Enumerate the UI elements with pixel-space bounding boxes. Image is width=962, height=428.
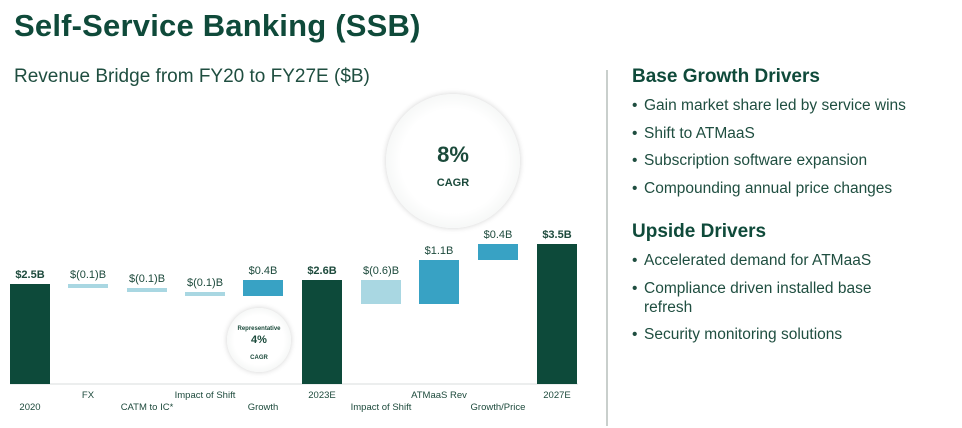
category-label: Impact of Shift — [351, 402, 412, 413]
waterfall-chart: $2.5B 2020 $(0.1)B FX $(0.1)B CATM to IC* $(0.… — [10, 229, 578, 413]
category-label: 2020 — [19, 402, 40, 413]
waterfall-bar — [361, 280, 401, 304]
list-item: Security monitoring solutions — [632, 325, 952, 344]
list-item: Compliance driven installed base refresh — [632, 279, 874, 317]
bar-value-label: $2.5B — [15, 269, 44, 281]
bar-value-label: $2.6B — [307, 265, 336, 277]
list-item: Subscription software expansion — [632, 151, 952, 170]
upside-drivers: Upside Drivers Accelerated demand for AT… — [632, 221, 952, 353]
bar-value-label: $1.1B — [425, 245, 454, 257]
waterfall-bar — [537, 244, 577, 384]
category-label: Growth/Price — [471, 402, 526, 413]
vertical-divider — [606, 70, 608, 426]
category-label: ATMaaS Rev — [411, 390, 467, 401]
category-label: 2027E — [543, 390, 570, 401]
cagr-bubble-representative: Representative 4% CAGR — [227, 308, 291, 372]
category-label: Growth — [248, 402, 279, 413]
waterfall-bar — [68, 284, 108, 288]
cagr-rep-caption: Representative — [237, 326, 281, 332]
waterfall-bar — [243, 280, 283, 296]
list-item: Accelerated demand for ATMaaS — [632, 251, 952, 270]
bar-value-label: $(0.1)B — [70, 269, 106, 281]
waterfall-bar — [302, 280, 342, 384]
bar-value-label: $3.5B — [542, 229, 571, 241]
cagr-main-value: 8% — [437, 142, 469, 167]
waterfall-bar — [127, 288, 167, 292]
upside-drivers-list: Accelerated demand for ATMaaS Compliance… — [632, 251, 952, 344]
bar-value-label: $0.4B — [484, 229, 513, 241]
base-growth-drivers: Base Growth Drivers Gain market share le… — [632, 66, 952, 206]
base-drivers-heading: Base Growth Drivers — [632, 66, 820, 87]
upside-drivers-heading: Upside Drivers — [632, 221, 767, 242]
list-item: Gain market share led by service wins — [632, 96, 952, 115]
category-label: 2023E — [308, 390, 335, 401]
cagr-main-label: CAGR — [436, 177, 470, 189]
bar-value-label: $(0.1)B — [187, 277, 223, 289]
base-drivers-list: Gain market share led by service wins Sh… — [632, 96, 952, 198]
bar-value-label: $0.4B — [249, 265, 278, 277]
bar-value-label: $(0.6)B — [363, 265, 399, 277]
waterfall-bar — [478, 244, 518, 260]
page-title: Self-Service Banking (SSB) — [14, 8, 421, 43]
cagr-rep-value: 4% — [251, 334, 267, 346]
waterfall-bar — [185, 292, 225, 296]
waterfall-bar — [10, 284, 50, 384]
cagr-bubble-main: 8% CAGR — [386, 94, 520, 228]
category-label: Impact of Shift — [175, 390, 236, 401]
chart-subtitle: Revenue Bridge from FY20 to FY27E ($B) — [14, 66, 370, 87]
list-item: Compounding annual price changes — [632, 179, 952, 198]
cagr-rep-label: CAGR — [250, 355, 268, 361]
category-label: FX — [82, 390, 95, 401]
list-item: Shift to ATMaaS — [632, 124, 952, 143]
category-label: CATM to IC* — [121, 402, 174, 413]
bar-value-label: $(0.1)B — [129, 273, 165, 285]
waterfall-bar — [419, 260, 459, 304]
